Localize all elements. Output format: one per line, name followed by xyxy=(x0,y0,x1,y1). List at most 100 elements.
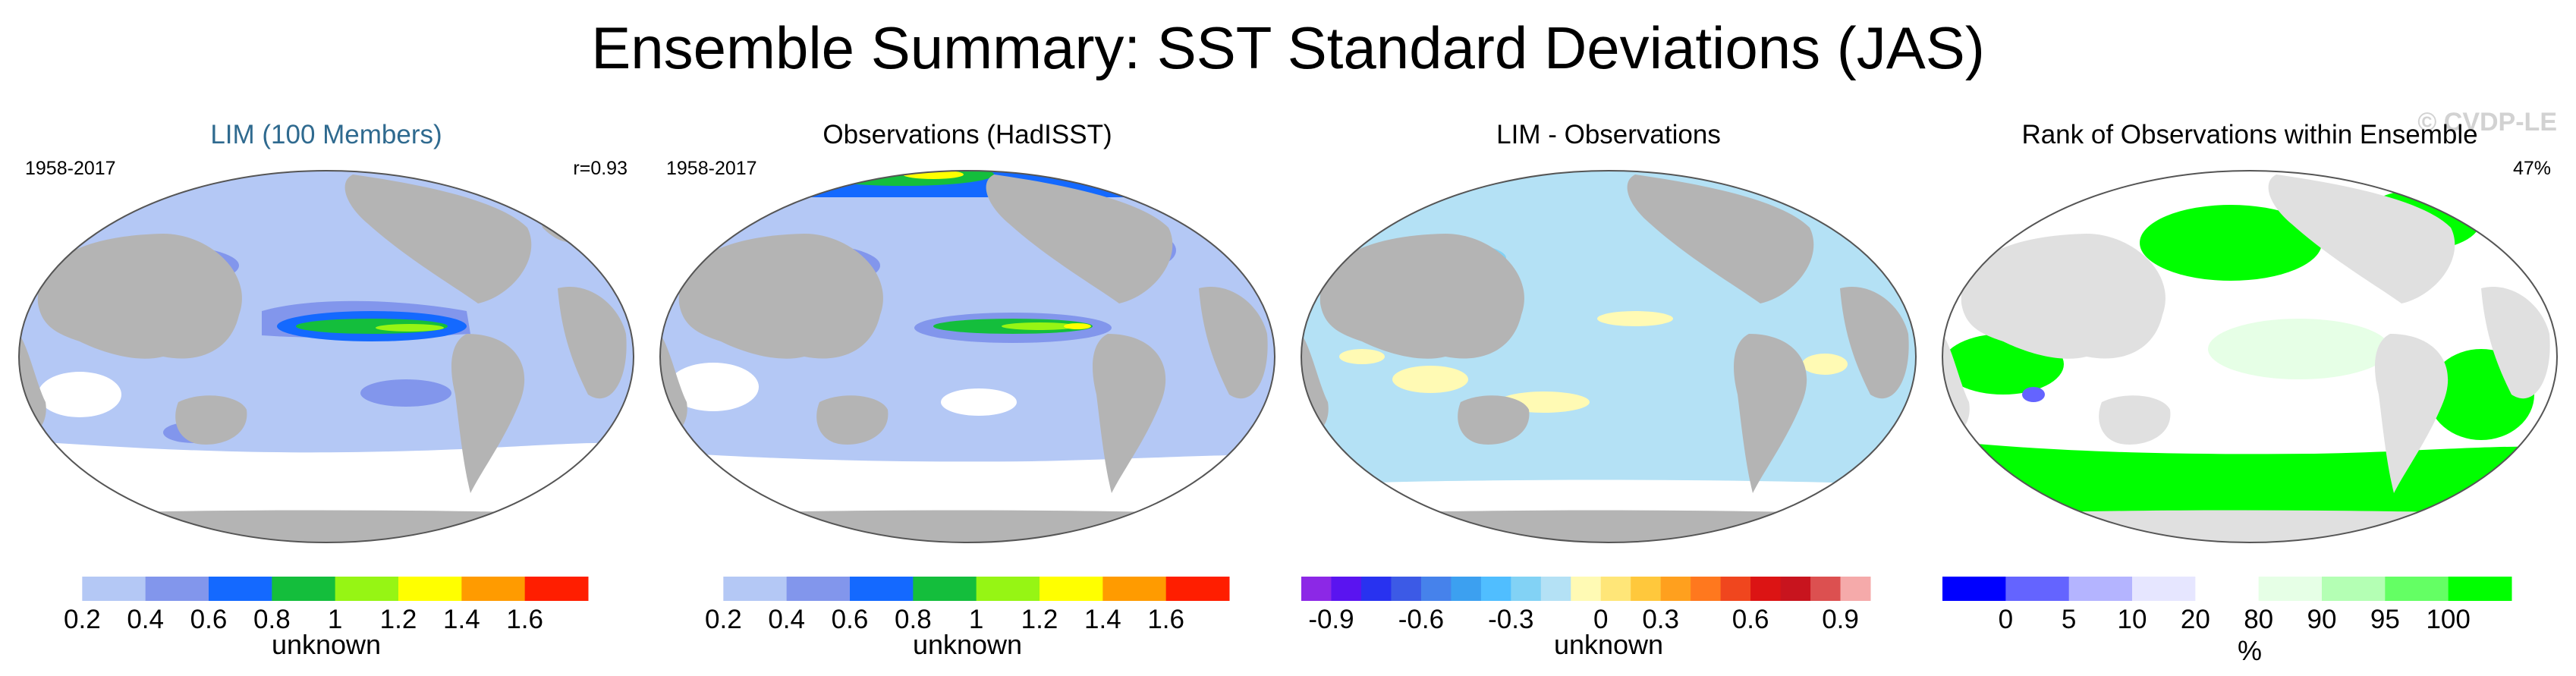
colorbar-difference: -0.9 -0.6 -0.3 0 0.3 0.6 0.9 unknown xyxy=(1301,577,1871,660)
map-lim xyxy=(18,170,634,543)
colorbar-ticks: 0.2 0.4 0.6 0.8 1 1.2 1.4 1.6 xyxy=(705,605,1184,634)
map-rank xyxy=(1942,170,2558,543)
panel-difference: LIM - Observations -0.9 -0.6 -0.3 0 0.3 0.6 0.… xyxy=(1294,114,1923,675)
colorbar-swatch xyxy=(1480,577,1511,601)
panel-title: Observations (HadISST) xyxy=(822,120,1112,149)
colorbar-swatch xyxy=(850,577,914,601)
percent-label: 47% xyxy=(2512,158,2551,179)
colorbar-tick-label: 1 xyxy=(328,605,342,634)
colorbar-tick-label: 0.6 xyxy=(190,605,228,634)
colorbar-ticks: 0 5 10 20 80 90 95 100 xyxy=(1999,605,2471,634)
colorbar-tick-label: 10 xyxy=(2118,605,2147,634)
colorbar-swatch xyxy=(145,577,209,601)
colorbar-swatch xyxy=(1780,577,1811,601)
colorbar-tick-label: -0.9 xyxy=(1308,605,1354,634)
colorbar-tick-label: 5 xyxy=(2062,605,2076,634)
colorbar-swatch xyxy=(272,577,336,601)
colorbar-swatch xyxy=(1420,577,1452,601)
colorbar-label: unknown xyxy=(913,629,1022,660)
panel-lim: LIM (100 Members) 1958-2017 r=0.93 xyxy=(11,114,641,675)
colorbar-tick-label: 0.2 xyxy=(705,605,742,634)
colorbar-tick-label: 1.2 xyxy=(1021,605,1058,634)
colorbar-tick-label: 0.8 xyxy=(895,605,932,634)
colorbar-swatch xyxy=(209,577,272,601)
colorbar-swatch xyxy=(2005,577,2070,601)
colorbar-swatch xyxy=(398,577,462,601)
figure-title: Ensemble Summary: SST Standard Deviation… xyxy=(591,14,1985,81)
colorbar-swatch xyxy=(1451,577,1482,601)
panel-title: Rank of Observations within Ensemble xyxy=(2021,120,2478,149)
colorbar-swatch xyxy=(1360,577,1392,601)
colorbar-swatch xyxy=(1391,577,1422,601)
colorbar-observations: 0.2 0.4 0.6 0.8 1 1.2 1.4 1.6 unknown xyxy=(660,577,1230,660)
colorbar-tick-label: 0.6 xyxy=(1732,605,1769,634)
colorbar-tick-label: 0.3 xyxy=(1642,605,1679,634)
colorbar-swatch xyxy=(1810,577,1842,601)
colorbar-ticks: 0.2 0.4 0.6 0.8 1 1.2 1.4 1.6 xyxy=(64,605,543,634)
colorbar-swatch xyxy=(1301,577,1332,601)
colorbar-tick-label: 0.9 xyxy=(1822,605,1859,634)
colorbar-swatch xyxy=(1040,577,1103,601)
colorbar-swatches xyxy=(1942,577,2512,601)
map-difference xyxy=(1301,170,1917,543)
colorbar-tick-label: 1.4 xyxy=(443,605,480,634)
colorbar-lim: 0.2 0.4 0.6 0.8 1 1.2 1.4 1.6 unknown xyxy=(19,577,589,660)
colorbar-tick-label: 100 xyxy=(2426,605,2470,634)
colorbar-swatch xyxy=(723,577,788,601)
colorbar-swatch xyxy=(786,577,851,601)
colorbar-swatch xyxy=(524,577,589,601)
colorbar-swatches xyxy=(19,577,589,601)
colorbar-swatches xyxy=(660,577,1230,601)
colorbar-swatch xyxy=(1942,577,2006,601)
colorbar-tick-label: 95 xyxy=(2370,605,2400,634)
period-label: 1958-2017 xyxy=(25,158,116,179)
colorbar-swatch xyxy=(2068,577,2133,601)
colorbar-swatch xyxy=(2258,577,2323,601)
colorbar-swatch xyxy=(2322,577,2386,601)
colorbar-tick-label: 1.2 xyxy=(380,605,417,634)
colorbar-swatch xyxy=(461,577,526,601)
colorbar-swatch xyxy=(1102,577,1167,601)
colorbar-tick-label: 1.6 xyxy=(506,605,543,634)
colorbar-swatches xyxy=(1301,577,1871,601)
colorbar-tick-label: 1.4 xyxy=(1084,605,1121,634)
colorbar-swatch xyxy=(1631,577,1662,601)
colorbar-swatch xyxy=(2385,577,2449,601)
colorbar-tick-label: 0.8 xyxy=(253,605,291,634)
period-label: 1958-2017 xyxy=(666,158,757,179)
colorbar-tick-label: 0.4 xyxy=(768,605,805,634)
colorbar-tick-label: 90 xyxy=(2307,605,2337,634)
colorbar-tick-label: 0 xyxy=(1593,605,1608,634)
colorbar-swatch xyxy=(2448,577,2512,601)
panel-rank: © CVDP-LE Rank of Observations within En… xyxy=(1935,108,2565,675)
colorbar-rank: 0 5 10 20 80 90 95 100 % xyxy=(1942,577,2512,666)
colorbar-tick-label: -0.6 xyxy=(1398,605,1444,634)
colorbar-swatch xyxy=(976,577,1040,601)
colorbar-swatch xyxy=(335,577,399,601)
colorbar-tick-label: 0 xyxy=(1999,605,2013,634)
colorbar-label: unknown xyxy=(1554,629,1663,660)
colorbar-tick-label: 20 xyxy=(2181,605,2210,634)
colorbar-tick-label: 0.4 xyxy=(127,605,164,634)
colorbar-swatch xyxy=(1750,577,1782,601)
colorbar-ticks: -0.9 -0.6 -0.3 0 0.3 0.6 0.9 xyxy=(1308,605,1859,634)
watermark: © CVDP-LE xyxy=(2417,108,2557,137)
colorbar-swatch xyxy=(913,577,977,601)
colorbar-swatch xyxy=(1331,577,1362,601)
panel-title: LIM (100 Members) xyxy=(210,120,442,149)
colorbar-label: % xyxy=(2238,635,2262,666)
colorbar-swatch xyxy=(1840,577,1871,601)
colorbar-swatch xyxy=(2132,577,2196,601)
colorbar-swatch xyxy=(1720,577,1751,601)
colorbar-swatch xyxy=(1571,577,1602,601)
colorbar-swatch xyxy=(2195,577,2260,601)
colorbar-swatch xyxy=(1660,577,1691,601)
panel-title: LIM - Observations xyxy=(1496,120,1721,149)
colorbar-swatch xyxy=(660,577,724,601)
colorbar-tick-label: 0.2 xyxy=(64,605,101,634)
colorbar-swatch xyxy=(1691,577,1722,601)
colorbar-swatch xyxy=(1540,577,1571,601)
colorbar-tick-label: 1.6 xyxy=(1147,605,1184,634)
colorbar-tick-label: 0.6 xyxy=(832,605,869,634)
correlation-label: r=0.93 xyxy=(573,158,627,179)
